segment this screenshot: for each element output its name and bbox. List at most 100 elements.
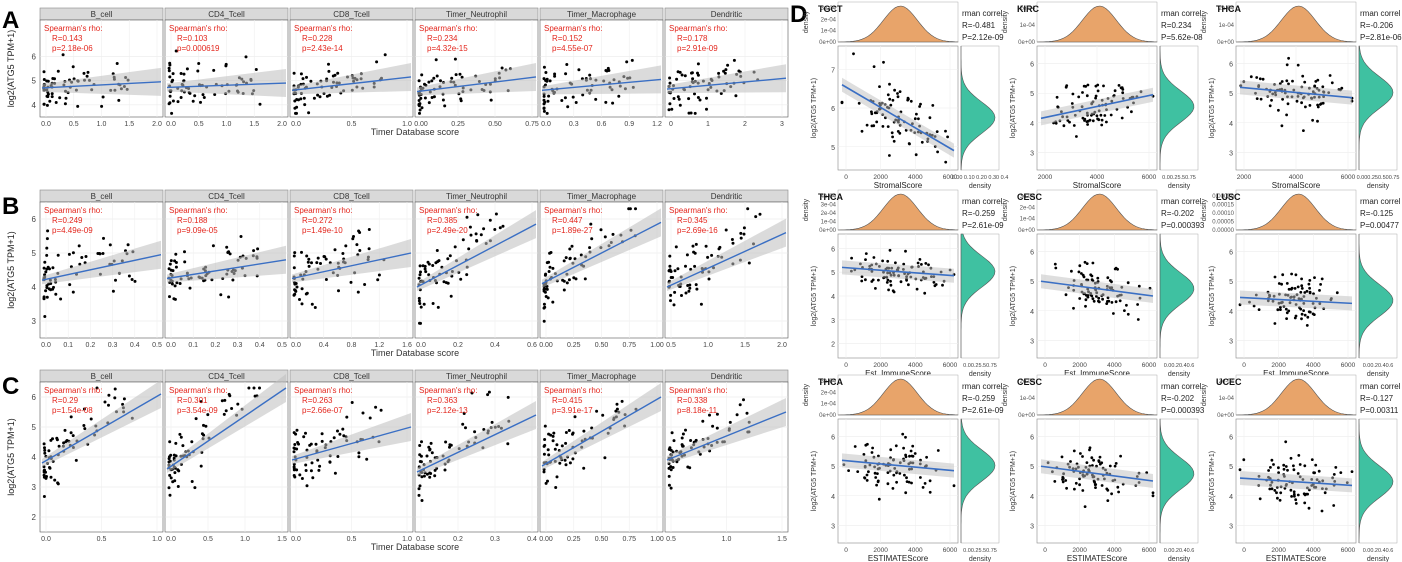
y-tick-label: 2 xyxy=(32,513,37,522)
data-point xyxy=(316,93,320,97)
data-point xyxy=(599,228,603,232)
data-point xyxy=(615,402,619,406)
data-point xyxy=(111,289,115,293)
data-point xyxy=(168,473,172,477)
x-tick-label: 1.5 xyxy=(277,536,287,543)
data-point xyxy=(668,76,672,80)
data-point xyxy=(1268,487,1272,491)
stat-label: Spearman's rho: xyxy=(419,206,477,215)
x-tick-label: 6000 xyxy=(1341,174,1356,181)
data-point xyxy=(42,442,46,446)
data-point xyxy=(1079,452,1082,455)
data-point xyxy=(870,124,874,128)
data-point xyxy=(1273,275,1277,279)
density-tick-label: 1e-04 xyxy=(821,29,837,35)
stat-r: R=-0.259 xyxy=(962,394,996,403)
data-point xyxy=(1269,466,1272,469)
data-point xyxy=(175,281,179,285)
data-point xyxy=(71,65,75,69)
data-point xyxy=(708,413,711,417)
stat-p: p=1.49e-10 xyxy=(302,226,343,235)
data-point xyxy=(1056,105,1060,109)
data-point xyxy=(183,260,187,264)
data-point xyxy=(44,270,48,274)
data-point xyxy=(896,130,900,133)
data-point xyxy=(427,101,431,105)
data-point xyxy=(479,233,483,237)
data-point xyxy=(1300,317,1303,321)
data-point xyxy=(1108,279,1112,282)
data-point xyxy=(1091,261,1095,265)
data-point xyxy=(901,432,905,436)
data-point xyxy=(669,293,673,297)
data-point xyxy=(874,476,878,479)
data-point xyxy=(673,290,677,294)
data-point xyxy=(889,448,893,452)
data-point xyxy=(379,408,383,412)
data-point xyxy=(899,280,903,284)
right-density-curve xyxy=(1159,46,1195,170)
data-point xyxy=(436,305,440,309)
data-point xyxy=(324,257,328,261)
data-point xyxy=(324,278,328,281)
data-point xyxy=(875,120,879,124)
data-point xyxy=(295,105,299,109)
data-point xyxy=(1064,479,1068,482)
data-point xyxy=(465,273,469,277)
data-point xyxy=(418,453,422,457)
data-point xyxy=(1313,276,1316,279)
data-point xyxy=(1078,483,1081,487)
data-point xyxy=(546,448,550,452)
data-point xyxy=(174,454,178,458)
data-point xyxy=(1095,114,1099,118)
data-point xyxy=(490,420,494,424)
data-point xyxy=(1279,308,1282,311)
data-point xyxy=(739,231,743,235)
data-point xyxy=(1055,95,1059,99)
data-point xyxy=(620,399,624,403)
data-point xyxy=(69,431,73,435)
density-tick-label: 0.00.20.40.6 xyxy=(1363,363,1394,369)
stat-r: R=0.363 xyxy=(427,396,458,405)
x-tick-label: 4000 xyxy=(1306,547,1321,554)
y-tick-label: 6 xyxy=(1229,435,1233,442)
x-tick-label: 0.50 xyxy=(488,121,502,128)
stat-r: R=0.143 xyxy=(52,34,83,43)
regression-line xyxy=(416,414,537,473)
data-point xyxy=(1303,291,1307,294)
data-point xyxy=(668,264,672,268)
data-point xyxy=(1281,273,1285,277)
data-point xyxy=(889,103,893,107)
data-point xyxy=(724,228,728,232)
density-tick-label: 0e+00 xyxy=(819,40,837,46)
data-point xyxy=(1109,113,1113,117)
data-point xyxy=(309,442,313,446)
data-point xyxy=(928,116,932,120)
data-point xyxy=(293,447,297,450)
data-point xyxy=(476,213,480,217)
data-point xyxy=(543,438,547,441)
data-point xyxy=(588,73,592,77)
x-tick-label: 0.00 xyxy=(539,536,553,543)
data-point xyxy=(181,444,185,448)
x-tick-label: 2000 xyxy=(873,174,888,181)
x-tick-label: 0.50 xyxy=(595,536,609,543)
data-point xyxy=(553,72,557,76)
data-point xyxy=(176,468,180,472)
data-point xyxy=(1072,449,1076,453)
data-point xyxy=(211,244,215,248)
data-point xyxy=(1306,315,1310,319)
data-point xyxy=(873,471,877,475)
top-density-label: density xyxy=(803,198,810,221)
data-point xyxy=(306,260,310,264)
data-point xyxy=(1125,303,1128,307)
data-point xyxy=(1316,103,1319,107)
data-point xyxy=(292,71,296,75)
data-point xyxy=(443,104,447,108)
stat-label: Spearman's rho: xyxy=(44,24,102,33)
data-point xyxy=(302,435,306,439)
data-point xyxy=(45,475,48,478)
data-point xyxy=(417,99,421,102)
data-point xyxy=(1308,104,1312,107)
data-point xyxy=(903,473,906,477)
